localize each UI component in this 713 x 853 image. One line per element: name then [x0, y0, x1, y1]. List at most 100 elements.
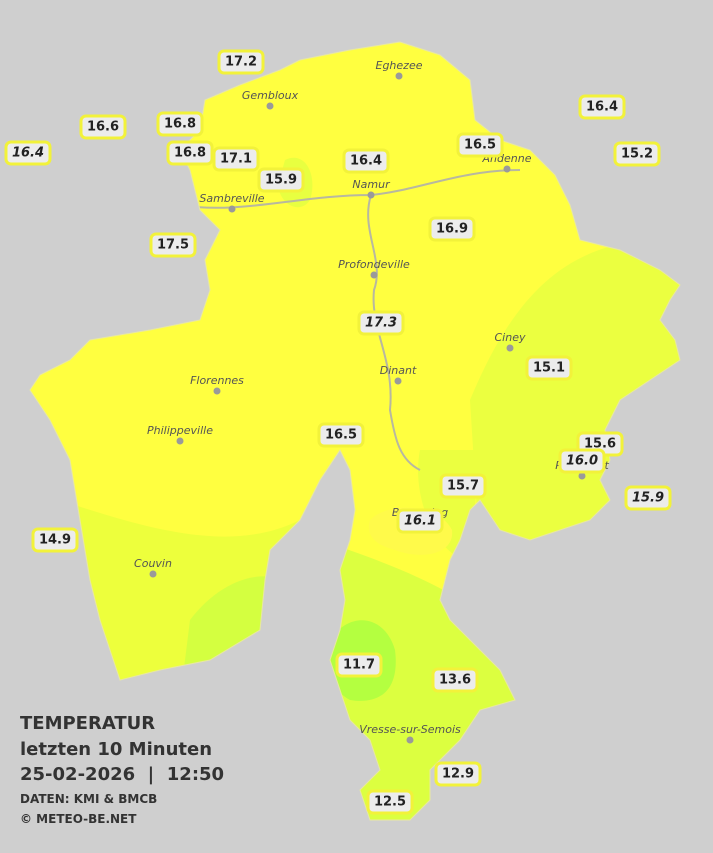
station-box: [578, 94, 626, 120]
station-box: [396, 508, 444, 534]
city-dot: [578, 472, 586, 480]
city-label: Ciney: [495, 331, 526, 344]
city-dot: [406, 736, 414, 744]
station: 16.5: [456, 132, 504, 158]
legend-title: TEMPERATUR: [20, 713, 155, 734]
station-value: 16.8: [174, 146, 206, 161]
station: 15.7: [439, 473, 487, 499]
city-dot: [228, 205, 236, 213]
station: 16.6: [79, 114, 127, 140]
station-box: [613, 141, 661, 167]
station-box: [439, 473, 487, 499]
station-value: 13.6: [439, 673, 471, 688]
station-box: [428, 216, 476, 242]
legend: TEMPERATUR letzten 10 Minuten 25-02-2026…: [20, 713, 224, 826]
station-value: 16.4: [586, 100, 618, 115]
station-box: [525, 355, 573, 381]
station-box: [431, 667, 479, 693]
city-dot: [367, 191, 375, 199]
station-value: 17.1: [220, 152, 252, 167]
station-box: [624, 485, 672, 511]
station-box: [456, 132, 504, 158]
station-box: [79, 114, 127, 140]
station-value: 16.8: [164, 117, 196, 132]
legend-source: DATEN: KMI & BMCB: [20, 792, 157, 806]
city-dot: [395, 72, 403, 80]
station: 15.2: [613, 141, 661, 167]
station-value: 16.4: [350, 154, 382, 169]
station: 16.1: [396, 508, 444, 534]
city-dot: [394, 377, 402, 385]
station: 16.8: [156, 111, 204, 137]
station-box: [156, 111, 204, 137]
city-label: Vresse-sur-Semois: [359, 723, 461, 736]
station: 16.4: [578, 94, 626, 120]
city-label: Namur: [352, 178, 391, 191]
legend-copyright: © METEO-BE.NET: [20, 812, 137, 826]
station-box: [149, 232, 197, 258]
station-box: [335, 652, 383, 678]
station-value: 17.5: [157, 238, 189, 253]
station-value: 15.1: [533, 361, 565, 376]
station-box: [212, 146, 260, 172]
station-box: [366, 789, 414, 815]
station: 15.9: [624, 485, 672, 511]
station: 17.3: [357, 310, 405, 336]
city-dot: [503, 165, 511, 173]
station-box: [257, 167, 305, 193]
station: 12.9: [434, 761, 482, 787]
legend-period: letzten 10 Minuten: [20, 739, 212, 760]
station: 16.4: [342, 148, 390, 174]
station-value: 12.5: [374, 795, 406, 810]
station-box: [31, 527, 79, 553]
station-value: 15.6: [584, 437, 616, 452]
station-box: [217, 49, 265, 75]
station: 17.5: [149, 232, 197, 258]
station-value: 16.9: [436, 222, 468, 237]
city-dot: [213, 387, 221, 395]
station-box: [4, 140, 52, 166]
station-box: [317, 422, 365, 448]
station-value: 15.9: [632, 491, 664, 506]
station: 16.5: [317, 422, 365, 448]
city-label: Florennes: [190, 374, 244, 387]
station: 16.8: [166, 140, 214, 166]
legend-datetime: 25-02-2026 | 12:50: [20, 764, 224, 785]
city-label: Sambreville: [199, 192, 264, 205]
station: 15.1: [525, 355, 573, 381]
stations: 17.2 16.4 16.6 16.8 16.8 17.1 15.9 16.4 16.5 16.4…: [4, 49, 672, 815]
city-dot: [149, 570, 157, 578]
city-dot: [266, 102, 274, 110]
station-value: 15.2: [621, 147, 653, 162]
station: 16.9: [428, 216, 476, 242]
station: 13.6: [431, 667, 479, 693]
station-value: 16.4: [12, 146, 44, 161]
city-dot: [176, 437, 184, 445]
station-value: 16.6: [87, 120, 119, 135]
station: 11.7: [335, 652, 383, 678]
station: 15.9: [257, 167, 305, 193]
station-value: 15.7: [447, 479, 479, 494]
station: 17.2: [217, 49, 265, 75]
city-label: Gembloux: [242, 89, 299, 102]
station: 12.5: [366, 789, 414, 815]
station-value: 14.9: [39, 533, 71, 548]
station-box: [558, 448, 606, 474]
city-label: Eghezee: [376, 59, 423, 72]
station-value: 17.2: [225, 55, 257, 70]
city-label: Philippeville: [147, 424, 213, 437]
station: 16.4: [4, 140, 52, 166]
station-value: 12.9: [442, 767, 474, 782]
station-value: 16.1: [404, 514, 436, 529]
city-label: Couvin: [134, 557, 172, 570]
station-value: 11.7: [343, 658, 375, 673]
station-box: [342, 148, 390, 174]
station-value: 15.9: [265, 173, 297, 188]
city-label: Profondeville: [338, 258, 410, 271]
station-box: [166, 140, 214, 166]
station-box: [434, 761, 482, 787]
station-value: 16.5: [464, 138, 496, 153]
city-label: Dinant: [380, 364, 417, 377]
